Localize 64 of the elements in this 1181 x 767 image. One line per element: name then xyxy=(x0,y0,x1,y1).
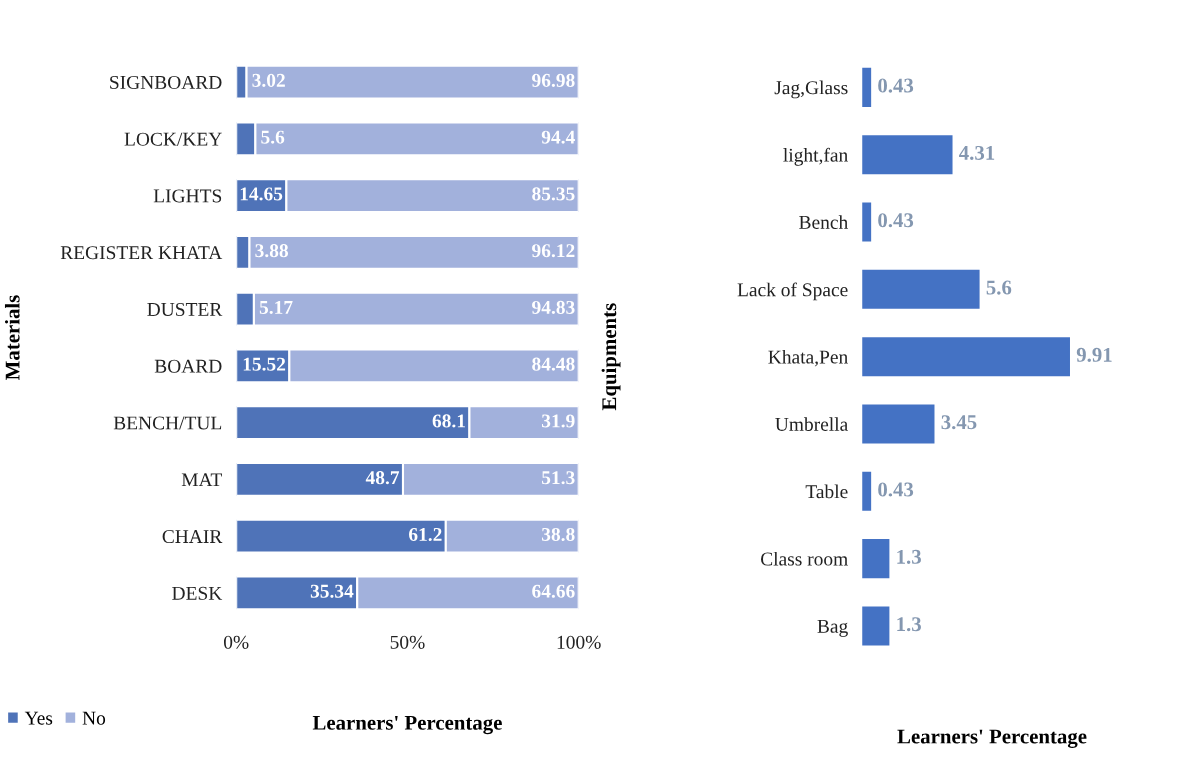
y-tick-label: LIGHTS xyxy=(153,189,222,203)
data-label: 48.7 xyxy=(365,471,400,485)
x-tick-label: 100% xyxy=(557,635,601,649)
x-axis-title: Learners' Percentage xyxy=(897,729,1087,748)
data-label: 1.3 xyxy=(897,549,921,564)
data-label: 0.43 xyxy=(878,213,914,228)
legend-label: Yes xyxy=(24,711,53,725)
legend-label: No xyxy=(82,711,106,725)
y-tick-label: Umbrella xyxy=(775,417,848,431)
y-tick-label: REGISTER KHATA xyxy=(60,246,223,260)
y-tick-label: Bench xyxy=(799,215,848,229)
data-label: 1.3 xyxy=(897,617,921,632)
data-label: 31.9 xyxy=(541,414,575,428)
data-label: 3.02 xyxy=(252,73,285,88)
bar xyxy=(862,135,953,175)
x-tick-label: 0% xyxy=(223,635,249,649)
bar xyxy=(862,606,890,646)
bar xyxy=(862,337,1070,377)
data-label: 3.88 xyxy=(255,244,289,258)
data-label: 96.98 xyxy=(532,73,575,88)
bar xyxy=(862,539,890,579)
data-label: 4.31 xyxy=(959,145,995,160)
bar xyxy=(862,202,872,242)
data-label: 35.34 xyxy=(310,584,354,598)
y-tick-label: MAT xyxy=(181,473,222,487)
data-label: 94.83 xyxy=(532,300,575,315)
y-tick-label: CHAIR xyxy=(162,530,223,544)
y-tick-label: BENCH/TUL xyxy=(113,416,222,430)
x-axis-title: Learners' Percentage xyxy=(312,715,502,735)
bar xyxy=(862,404,935,444)
y-tick-label: Class room xyxy=(761,551,848,566)
y-tick-label: DUSTER xyxy=(147,302,223,317)
data-label: 0.43 xyxy=(878,482,914,497)
data-label: 9.91 xyxy=(1076,347,1112,362)
data-label: 68.1 xyxy=(432,414,466,428)
y-tick-label: Lack of Space xyxy=(737,282,848,301)
data-label: 51.3 xyxy=(542,471,575,485)
y-tick-label: Table xyxy=(805,484,848,499)
data-label: 38.8 xyxy=(541,527,575,542)
y-tick-label: Jag,Glass xyxy=(774,80,848,99)
y-axis-title: Materials xyxy=(4,295,20,380)
data-label: 5.6 xyxy=(986,280,1012,295)
y-tick-label: Bag xyxy=(817,619,848,637)
data-label: 15.52 xyxy=(243,357,286,371)
y-tick-label: light,fan xyxy=(783,147,848,166)
y-tick-label: SIGNBOARD xyxy=(110,75,222,90)
data-label: 96.12 xyxy=(532,244,575,258)
data-label: 94.4 xyxy=(541,130,575,144)
y-tick-label: Khata,Pen xyxy=(768,349,848,367)
x-tick-label: 50% xyxy=(390,635,425,649)
data-label: 5.17 xyxy=(259,300,293,315)
data-label: 84.48 xyxy=(532,357,575,371)
y-tick-label: DESK xyxy=(172,586,223,600)
data-label: 3.45 xyxy=(941,415,977,430)
data-label: 85.35 xyxy=(532,187,575,201)
bar xyxy=(862,269,980,309)
y-tick-label: LOCK/KEY xyxy=(124,132,222,146)
y-axis-title: Equipments xyxy=(601,303,621,411)
data-label: 64.66 xyxy=(532,584,575,598)
data-label: 5.6 xyxy=(261,130,285,144)
data-label: 14.65 xyxy=(240,187,283,201)
data-label: 61.2 xyxy=(409,527,442,542)
data-label: 0.43 xyxy=(878,78,914,93)
y-tick-label: BOARD xyxy=(154,359,222,373)
